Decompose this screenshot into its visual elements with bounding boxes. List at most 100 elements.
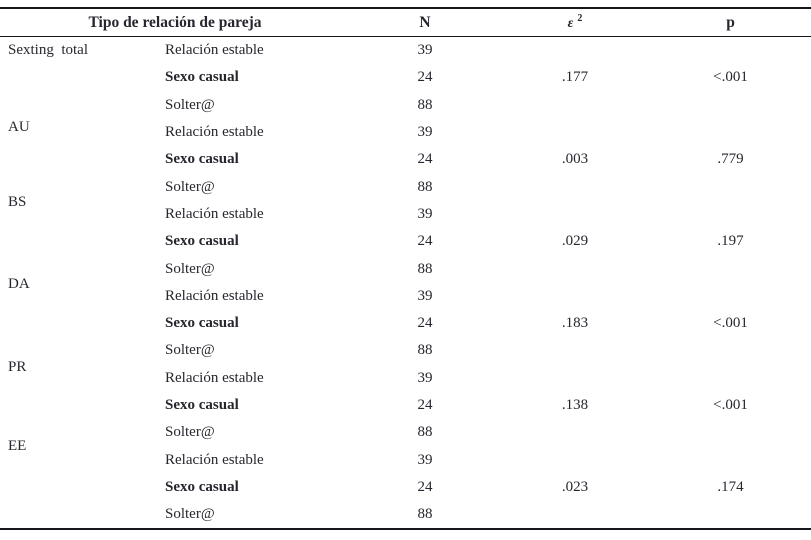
group-label: EE: [8, 438, 27, 455]
category-cell: Sexo casual: [165, 151, 239, 168]
category-cell: Sexo casual: [165, 478, 239, 495]
epsilon-cell: [500, 337, 650, 364]
table-row: Solter@ 88: [0, 501, 811, 529]
table-row: Sexo casual 24 .183 <.001: [0, 310, 811, 337]
p-cell: .779: [717, 151, 744, 168]
category-cell: Solter@: [165, 178, 215, 195]
n-cell: 88: [417, 260, 433, 277]
category-cell: Solter@: [165, 506, 215, 523]
table-row: Sexo casual 24 .177 <.001: [0, 64, 811, 91]
n-cell: 39: [417, 205, 433, 222]
category-cell: Relación estable: [165, 124, 264, 141]
epsilon-cell: [500, 446, 650, 473]
table-row: Solter@ 88: [0, 419, 811, 446]
category-cell: Relación estable: [165, 42, 264, 59]
epsilon-cell: .003: [561, 151, 589, 168]
epsilon-cell: .023: [561, 478, 589, 495]
p-cell: <.001: [713, 315, 748, 332]
group-label: DA: [8, 275, 30, 292]
epsilon-symbol: ε: [567, 16, 574, 32]
group-label: PR: [8, 358, 27, 375]
table-row: Solter@ 88: [0, 255, 811, 282]
n-cell: 24: [417, 315, 433, 332]
group-label-cell: DA: [0, 276, 155, 365]
epsilon-cell: [500, 92, 650, 119]
epsilon-cell: [500, 119, 650, 146]
epsilon-cell: [500, 255, 650, 282]
n-cell: 88: [417, 342, 433, 359]
p-cell: [650, 201, 811, 228]
p-cell: .197: [717, 233, 744, 250]
epsilon-cell: .029: [561, 233, 589, 250]
category-cell: Sexo casual: [165, 69, 239, 86]
group-label: AU: [8, 118, 30, 135]
p-cell: [650, 119, 811, 146]
table-row: Solter@ 88: [0, 92, 811, 119]
p-cell: [650, 92, 811, 119]
table-row: Sexting total Relación estable 39: [0, 37, 811, 65]
n-cell: 88: [417, 506, 433, 523]
n-cell: 88: [417, 424, 433, 441]
n-cell: 24: [417, 397, 433, 413]
group-label-cell: EE: [0, 438, 155, 529]
n-cell: 24: [417, 69, 433, 86]
n-cell: 39: [417, 287, 433, 304]
p-cell: [650, 446, 811, 473]
epsilon-cell: [500, 37, 650, 65]
table-row: Solter@ 88: [0, 337, 811, 364]
category-cell: Relación estable: [165, 451, 264, 468]
category-cell: Relación estable: [165, 369, 264, 386]
table-row: AU Relación estable 39: [0, 119, 811, 146]
category-cell: Sexo casual: [165, 315, 239, 332]
epsilon-cell: .177: [561, 69, 589, 86]
p-cell: .174: [717, 478, 744, 495]
table-row: PR Relación estable 39: [0, 359, 811, 392]
epsilon-cell: [500, 501, 650, 529]
group-label-cell: Sexting total: [0, 37, 155, 119]
group-label-cell: BS: [0, 194, 155, 283]
n-cell: 88: [417, 178, 433, 195]
n-cell: 24: [417, 151, 433, 168]
epsilon-cell: [500, 201, 650, 228]
category-cell: Solter@: [165, 424, 215, 441]
table-row: EE Relación estable 39: [0, 438, 811, 473]
table-row: Sexo casual 24 .003 .779: [0, 146, 811, 173]
group-label-cell: AU: [0, 119, 155, 201]
table-row: Sexo casual 24 .029 .197: [0, 228, 811, 255]
category-cell: Solter@: [165, 342, 215, 359]
epsilon-cell: [500, 365, 650, 392]
n-cell: 24: [417, 478, 433, 495]
n-cell: 24: [417, 233, 433, 250]
category-cell: Sexo casual: [165, 397, 239, 413]
table-row: Sexo casual 24 .138 <.001: [0, 392, 811, 419]
epsilon-cell: .183: [561, 315, 589, 332]
header-p: p: [650, 8, 811, 37]
category-cell: Solter@: [165, 96, 215, 113]
category-cell: Sexo casual: [165, 233, 239, 250]
header-n: N: [350, 8, 500, 37]
n-cell: 39: [417, 369, 433, 386]
n-cell: 39: [417, 451, 433, 468]
table-row: Sexo casual 24 .023 .174: [0, 474, 811, 501]
group-label: BS: [8, 193, 27, 210]
table-row: DA Relación estable 39: [0, 276, 811, 310]
p-cell: <.001: [713, 397, 748, 413]
group-label: Sexting total: [8, 42, 88, 58]
category-cell: Relación estable: [165, 205, 264, 222]
p-cell: [650, 173, 811, 200]
n-cell: 39: [417, 124, 433, 141]
p-cell: [650, 419, 811, 446]
category-cell: Solter@: [165, 260, 215, 277]
p-cell: [650, 37, 811, 65]
p-cell: [650, 365, 811, 392]
epsilon-cell: [500, 419, 650, 446]
table-row: BS Relación estable 39: [0, 194, 811, 228]
p-cell: [650, 337, 811, 364]
epsilon-superscript: 2: [577, 12, 583, 24]
p-cell: [650, 501, 811, 529]
n-cell: 39: [417, 42, 433, 59]
header-group-category: Tipo de relación de pareja: [0, 8, 350, 37]
